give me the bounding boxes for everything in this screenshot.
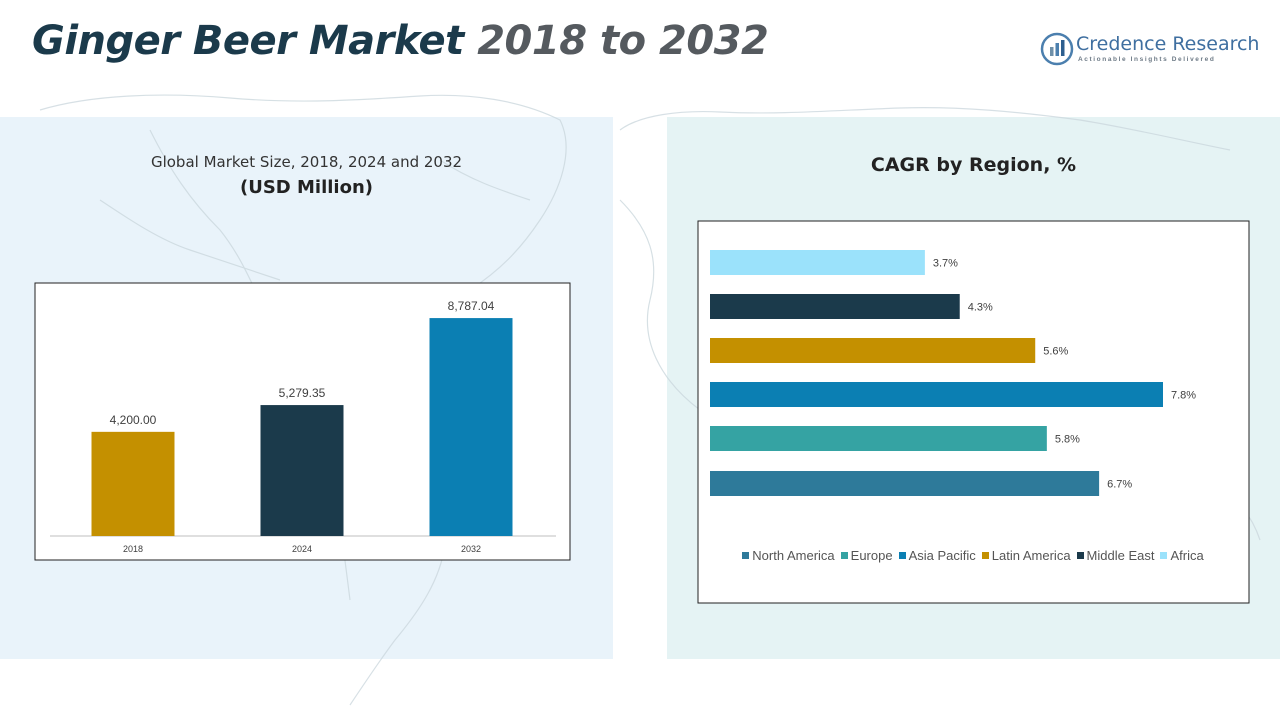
cagr-bars: 6.7% 5.8% 7.8% 5.6% 4.3% 3.7% [710, 250, 1196, 496]
bar-north-america [710, 471, 1100, 496]
title-main: Ginger Beer Market [32, 18, 464, 64]
legend-swatch-europe [840, 551, 848, 559]
bar-2018 [91, 431, 175, 536]
x-tick-label-2032: 2032 [461, 544, 481, 554]
legend-label-asia-pacific: Asia Pacific [908, 547, 976, 563]
legend-swatch-africa [1160, 551, 1168, 559]
page-title: Ginger Beer Market 2018 to 2032 [32, 18, 769, 64]
bar-latin-america [710, 338, 1036, 363]
bar-2032 [429, 318, 513, 536]
market-size-bars: 4,200.00 2018 5,279.35 2024 8,787.04 2032 [91, 299, 513, 554]
bar-2024 [260, 405, 344, 536]
brand-name: Credence Research [1076, 33, 1260, 55]
bar-value-label-asia-pacific: 7.8% [1171, 390, 1196, 402]
legend-label-europe: Europe [850, 547, 893, 563]
bar-value-label-north-america: 6.7% [1107, 479, 1132, 491]
legend-item-middle-east: Middle East [1076, 547, 1155, 563]
cagr-legend: North America Europe Asia Pacific Latin Ame… [700, 546, 1246, 564]
legend-label-middle-east: Middle East [1086, 547, 1155, 563]
brand-logo[interactable]: Credence Research Actionable Insights De… [1040, 30, 1270, 70]
brand-tagline: Actionable Insights Delivered [1078, 56, 1216, 63]
bar-value-label-europe: 5.8% [1055, 434, 1080, 446]
legend-label-north-america: North America [752, 547, 835, 563]
bar-europe [710, 426, 1047, 451]
bar-value-label-2024: 5,279.35 [279, 386, 326, 400]
credence-research-logo-icon [1040, 32, 1074, 66]
cagr-chart-frame [697, 220, 1250, 604]
bar-africa [710, 250, 925, 275]
legend-label-africa: Africa [1170, 547, 1204, 563]
bar-asia-pacific [710, 382, 1163, 407]
legend-item-europe: Europe [840, 547, 893, 563]
bar-value-label-latin-america: 5.6% [1043, 346, 1068, 358]
bar-value-label-middle-east: 4.3% [968, 302, 993, 314]
bar-value-label-2032: 8,787.04 [448, 299, 495, 313]
legend-item-africa: Africa [1160, 547, 1204, 563]
market-size-subtitle: Global Market Size, 2018, 2024 and 2032 [150, 153, 463, 171]
market-size-unit: (USD Million) [239, 177, 373, 198]
legend-item-north-america: North America [742, 547, 835, 563]
bar-value-label-2018: 4,200.00 [110, 413, 157, 427]
legend-item-asia-pacific: Asia Pacific [898, 547, 976, 563]
legend-swatch-north-america [742, 551, 750, 559]
x-tick-label-2018: 2018 [123, 544, 143, 554]
title-years: 2018 to 2032 [477, 18, 769, 64]
bar-value-label-africa: 3.7% [933, 258, 958, 270]
cagr-title: CAGR by Region, % [870, 154, 1077, 176]
bar-middle-east [710, 294, 960, 319]
legend-swatch-latin-america [981, 551, 989, 559]
legend-label-latin-america: Latin America [991, 547, 1071, 563]
legend-item-latin-america: Latin America [981, 547, 1071, 563]
legend-swatch-asia-pacific [898, 551, 906, 559]
legend-swatch-middle-east [1076, 551, 1084, 559]
x-tick-label-2024: 2024 [292, 544, 312, 554]
